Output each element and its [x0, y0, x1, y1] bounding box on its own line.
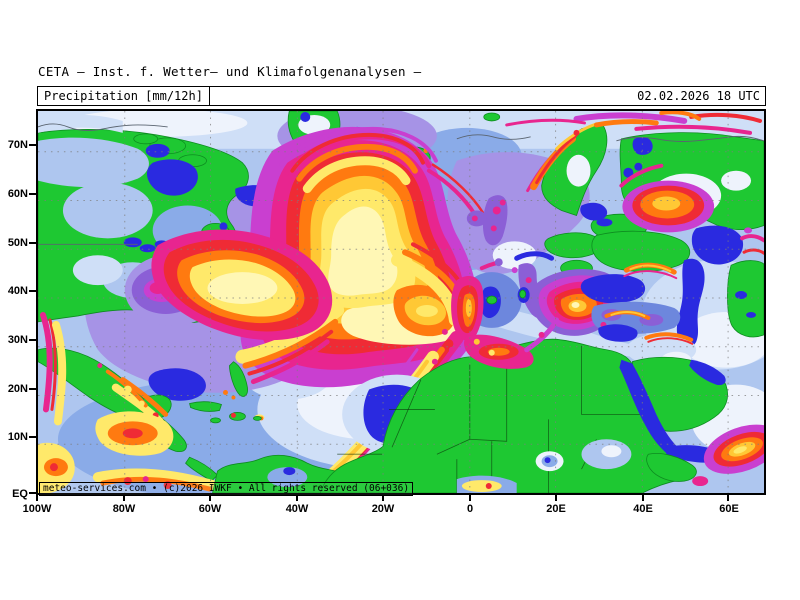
lon-tick: [36, 495, 38, 501]
lon-tick: [469, 495, 471, 501]
lat-axis-label: 70N: [7, 139, 28, 151]
lon-axis-label: 0: [466, 503, 474, 515]
lat-tick: [29, 339, 36, 341]
gulf-mexico-central-america: [38, 347, 262, 482]
lon-axis-label: 20E: [546, 503, 566, 515]
lat-tick: [29, 388, 36, 390]
precipitation-field: [38, 111, 764, 493]
lon-axis-label: 60W: [198, 503, 222, 515]
valid-datetime: 02.02.2026 18 UTC: [637, 89, 760, 103]
lat-axis-label: 50N: [7, 237, 28, 249]
lat-tick: [29, 492, 36, 494]
lat-tick: [29, 436, 36, 438]
copyright-badge: meteo-services.com • (c)2026 IWKF • All …: [39, 482, 414, 496]
lon-tick: [642, 495, 644, 501]
arabia-land: [619, 260, 764, 482]
turkey-middle-east: [591, 301, 697, 368]
lat-tick: [29, 144, 36, 146]
iberia-portugal-rain: [441, 259, 522, 353]
gulf-of-guinea-rain: [456, 475, 517, 493]
lat-tick: [29, 290, 36, 292]
lat-axis-label: EQ: [12, 488, 28, 500]
africa-land: [319, 338, 690, 493]
arabian-sea-rain-cell: [703, 424, 764, 474]
lat-tick: [29, 242, 36, 244]
lon-axis-label: 60E: [719, 503, 739, 515]
us-coast-rain-band: [151, 229, 333, 341]
lat-axis-label: 20N: [7, 383, 28, 395]
ethiopia-rain: [535, 439, 632, 472]
lon-tick: [555, 495, 557, 501]
lon-axis-label: 80W: [112, 503, 136, 515]
coastlines: [38, 123, 764, 142]
product-header-bar: Precipitation [mm/12h] 02.02.2026 18 UTC: [37, 86, 766, 106]
lon-tick: [382, 495, 384, 501]
lon-tick: [209, 495, 211, 501]
graticule: [38, 111, 764, 493]
lat-tick: [29, 193, 36, 195]
lat-axis-label: 40N: [7, 285, 28, 297]
lon-axis-label: 20W: [371, 503, 395, 515]
lat-axis-label: 30N: [7, 334, 28, 346]
black-sea-caspian: [580, 225, 744, 347]
lon-axis-label: 40W: [285, 503, 309, 515]
northwest-africa-rain: [463, 317, 560, 369]
lon-tick: [123, 495, 125, 501]
lon-tick: [727, 495, 729, 501]
lon-axis-label: 100W: [22, 503, 52, 515]
lat-axis-label: 10N: [7, 431, 28, 443]
pacific-edge-streaks: [38, 311, 75, 493]
lon-tick: [296, 495, 298, 501]
russia-rain-cell: [622, 180, 715, 233]
weather-map-canvas: meteo-services.com • (c)2026 IWKF • All …: [36, 109, 766, 496]
product-label: Precipitation [mm/12h]: [38, 87, 210, 105]
lat-axis-label: 60N: [7, 188, 28, 200]
right-edge-streaks: [692, 227, 764, 487]
institute-title: CETA — Inst. f. Wetter— und Klimafolgena…: [38, 64, 422, 79]
lon-axis-label: 40E: [633, 503, 653, 515]
